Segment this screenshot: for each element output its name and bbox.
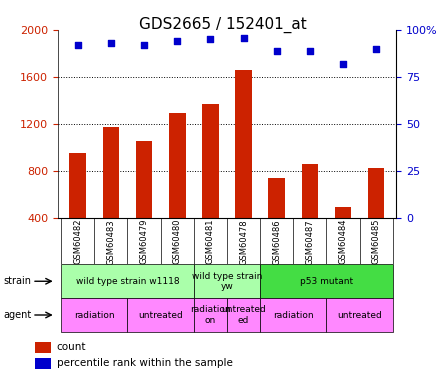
Point	[372, 46, 380, 52]
Text: GDS2665 / 152401_at: GDS2665 / 152401_at	[139, 17, 306, 33]
Bar	[302, 164, 318, 264]
Point	[174, 38, 181, 44]
Bar	[35, 358, 51, 369]
Bar	[69, 153, 86, 264]
Bar	[260, 264, 393, 298]
Bar	[35, 342, 51, 352]
Point	[74, 42, 81, 48]
Text: untreated: untreated	[138, 310, 183, 320]
Text: untreated
ed: untreated ed	[221, 305, 266, 325]
Bar	[169, 113, 186, 264]
Point	[240, 34, 247, 40]
Text: GSM60481: GSM60481	[206, 219, 215, 264]
Text: GSM60485: GSM60485	[372, 219, 380, 264]
Bar	[260, 298, 327, 332]
Text: GSM60482: GSM60482	[73, 219, 82, 264]
Text: untreated: untreated	[337, 310, 382, 320]
Bar	[61, 298, 127, 332]
Text: GSM60487: GSM60487	[305, 219, 314, 264]
Point	[107, 40, 114, 46]
Bar	[127, 298, 194, 332]
Text: GSM60478: GSM60478	[239, 219, 248, 264]
Bar	[202, 104, 218, 264]
Text: wild type strain w1118: wild type strain w1118	[76, 277, 179, 286]
Bar	[335, 207, 351, 264]
Text: wild type strain
yw: wild type strain yw	[192, 272, 262, 291]
Point	[273, 48, 280, 54]
Text: GSM60479: GSM60479	[140, 219, 149, 264]
Bar	[136, 141, 152, 264]
Bar	[235, 70, 252, 264]
Text: GSM60486: GSM60486	[272, 219, 281, 264]
Bar	[327, 298, 393, 332]
Point	[306, 48, 313, 54]
Point	[340, 61, 347, 67]
Bar	[194, 298, 227, 332]
Bar	[227, 298, 260, 332]
Bar	[194, 264, 260, 298]
Text: percentile rank within the sample: percentile rank within the sample	[57, 358, 233, 368]
Text: count: count	[57, 342, 86, 352]
Text: radiation: radiation	[74, 310, 115, 320]
Point	[207, 36, 214, 42]
Text: agent: agent	[4, 310, 32, 320]
Text: GSM60484: GSM60484	[339, 219, 348, 264]
Bar	[368, 168, 384, 264]
Text: p53 mutant: p53 mutant	[300, 277, 353, 286]
Point	[141, 42, 148, 48]
Text: radiation
on: radiation on	[190, 305, 231, 325]
Bar	[268, 178, 285, 264]
Text: GSM60483: GSM60483	[106, 219, 115, 264]
Text: radiation: radiation	[273, 310, 314, 320]
Text: GSM60480: GSM60480	[173, 219, 182, 264]
Bar	[61, 264, 194, 298]
Text: strain: strain	[4, 276, 32, 286]
Bar	[103, 127, 119, 264]
